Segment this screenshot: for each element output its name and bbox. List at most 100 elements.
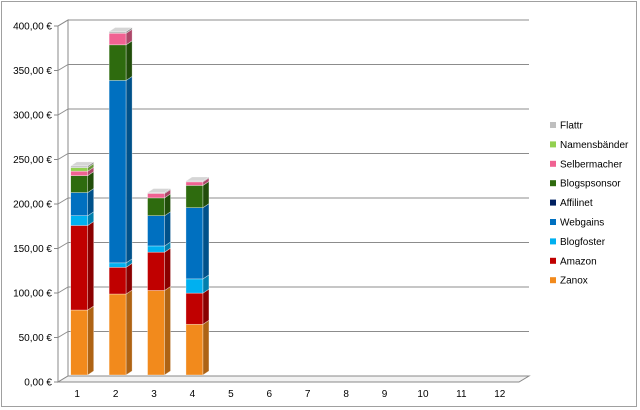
- x-tick-label: 3: [151, 389, 157, 400]
- gridline-wall: [57, 64, 69, 71]
- legend-item: Webgains: [550, 218, 604, 229]
- bar-segment: [147, 193, 165, 199]
- bar-segment-side: [202, 319, 210, 376]
- legend-item: Amazon: [550, 256, 597, 267]
- gridline-wall: [57, 197, 69, 205]
- legend-label: Affilinet: [560, 198, 593, 209]
- legend-label: Selbermacher: [560, 159, 623, 170]
- x-tick-label: 6: [267, 389, 273, 400]
- bar-segment: [185, 323, 204, 376]
- floor: [56, 375, 531, 383]
- bar-segment-side: [125, 289, 133, 376]
- bar-top: [146, 188, 172, 193]
- legend-swatch: [550, 219, 556, 225]
- legend-swatch: [550, 122, 556, 128]
- gridlines: [57, 19, 529, 338]
- bar-segment: [108, 262, 127, 268]
- x-tick-label: 4: [190, 389, 196, 400]
- legend-swatch: [550, 277, 556, 284]
- bar-segment: [70, 309, 89, 376]
- x-tick-label: 10: [417, 389, 429, 400]
- bar-segment-side: [202, 288, 210, 325]
- bar-segment: [108, 44, 127, 81]
- x-tick-label: 12: [494, 389, 506, 400]
- y-tick-label: 350,00 €: [13, 66, 52, 77]
- legend-item: Zanox: [550, 276, 588, 287]
- legend-label: Amazon: [560, 256, 597, 267]
- x-tick-label: 2: [113, 389, 119, 400]
- bar-top: [184, 176, 210, 182]
- legend-swatch: [550, 141, 556, 148]
- legend-label: Namensbänder: [560, 140, 629, 151]
- x-tick-label: 8: [343, 389, 349, 400]
- legend-swatch: [550, 257, 556, 264]
- legend-item: Blogspsonsor: [550, 179, 621, 190]
- legend-label: Flattr: [560, 121, 583, 132]
- gridline-wall: [57, 108, 69, 116]
- gridline-wall: [57, 19, 69, 27]
- y-tick-label: 0,00 €: [24, 378, 52, 389]
- bar-segment-side: [87, 305, 95, 376]
- bar-segment: [147, 215, 165, 247]
- bar-segment-side: [87, 220, 95, 311]
- bar-stacks: [69, 26, 210, 376]
- y-tick-label: 100,00 €: [13, 289, 52, 300]
- bar-segment-side: [87, 187, 95, 217]
- bar-top: [69, 161, 95, 167]
- bar-segment: [108, 267, 127, 295]
- x-axis-ticks: 1 2 3 4 5 6 7 8 9 10 11 12: [74, 389, 505, 400]
- legend-swatch: [550, 199, 556, 206]
- x-tick-label: 7: [305, 389, 311, 400]
- x-tick-label: 11: [456, 389, 467, 400]
- bar-segment: [147, 290, 165, 376]
- bar-segment: [70, 167, 89, 172]
- bar-segment-side: [164, 285, 171, 376]
- bar-segment-side: [202, 180, 210, 209]
- bar-segment: [70, 225, 89, 311]
- bar-segment: [185, 185, 204, 208]
- bar-segment-side: [125, 262, 133, 295]
- bar-segment: [185, 207, 204, 280]
- bar-segment-side: [164, 211, 171, 247]
- bar-segment: [185, 181, 204, 186]
- bar-segment: [108, 32, 127, 46]
- bar-segment: [147, 197, 165, 216]
- gridline-wall: [57, 286, 69, 294]
- legend: Flattr Namensbänder Selbermacher Blogspsons…: [550, 121, 629, 287]
- legend-swatch: [550, 180, 556, 187]
- gridline-wall: [57, 331, 69, 338]
- bar-segment: [185, 278, 204, 294]
- gridline-wall: [57, 242, 69, 249]
- gridline-wall: [57, 153, 69, 160]
- y-tick-label: 150,00 €: [13, 244, 52, 255]
- y-tick-label: 250,00 €: [13, 155, 52, 166]
- bar-top: [108, 27, 134, 32]
- bar-segment: [70, 170, 89, 176]
- legend-label: Blogfoster: [560, 237, 606, 248]
- bar-segment: [70, 192, 89, 216]
- bar-segment: [147, 245, 165, 253]
- bar-segment: [108, 80, 127, 264]
- legend-swatch: [550, 238, 556, 245]
- y-tick-label: 50,00 €: [19, 333, 53, 344]
- legend-label: Zanox: [560, 276, 588, 287]
- legend-item: Affilinet: [550, 198, 593, 209]
- legend-item: Selbermacher: [550, 159, 623, 170]
- x-tick-label: 5: [228, 389, 234, 400]
- legend-label: Blogspsonsor: [560, 179, 621, 190]
- y-tick-label: 200,00 €: [13, 200, 52, 211]
- legend-item: Blogfoster: [550, 237, 606, 248]
- bar-segment: [70, 175, 89, 193]
- bar-segment-side: [164, 247, 171, 292]
- x-tick-label: 1: [74, 389, 80, 400]
- bar-segment-side: [202, 203, 210, 280]
- legend-item: Flattr: [550, 121, 583, 132]
- bar-segment: [147, 251, 165, 291]
- bar-segment: [185, 292, 204, 325]
- legend-label: Webgains: [560, 218, 604, 229]
- y-axis-ticks: 0,00 € 50,00 € 100,00 € 150,00 € 200,00 € 250…: [13, 22, 59, 389]
- bar-segment: [70, 215, 89, 226]
- bar-segment-side: [125, 75, 133, 264]
